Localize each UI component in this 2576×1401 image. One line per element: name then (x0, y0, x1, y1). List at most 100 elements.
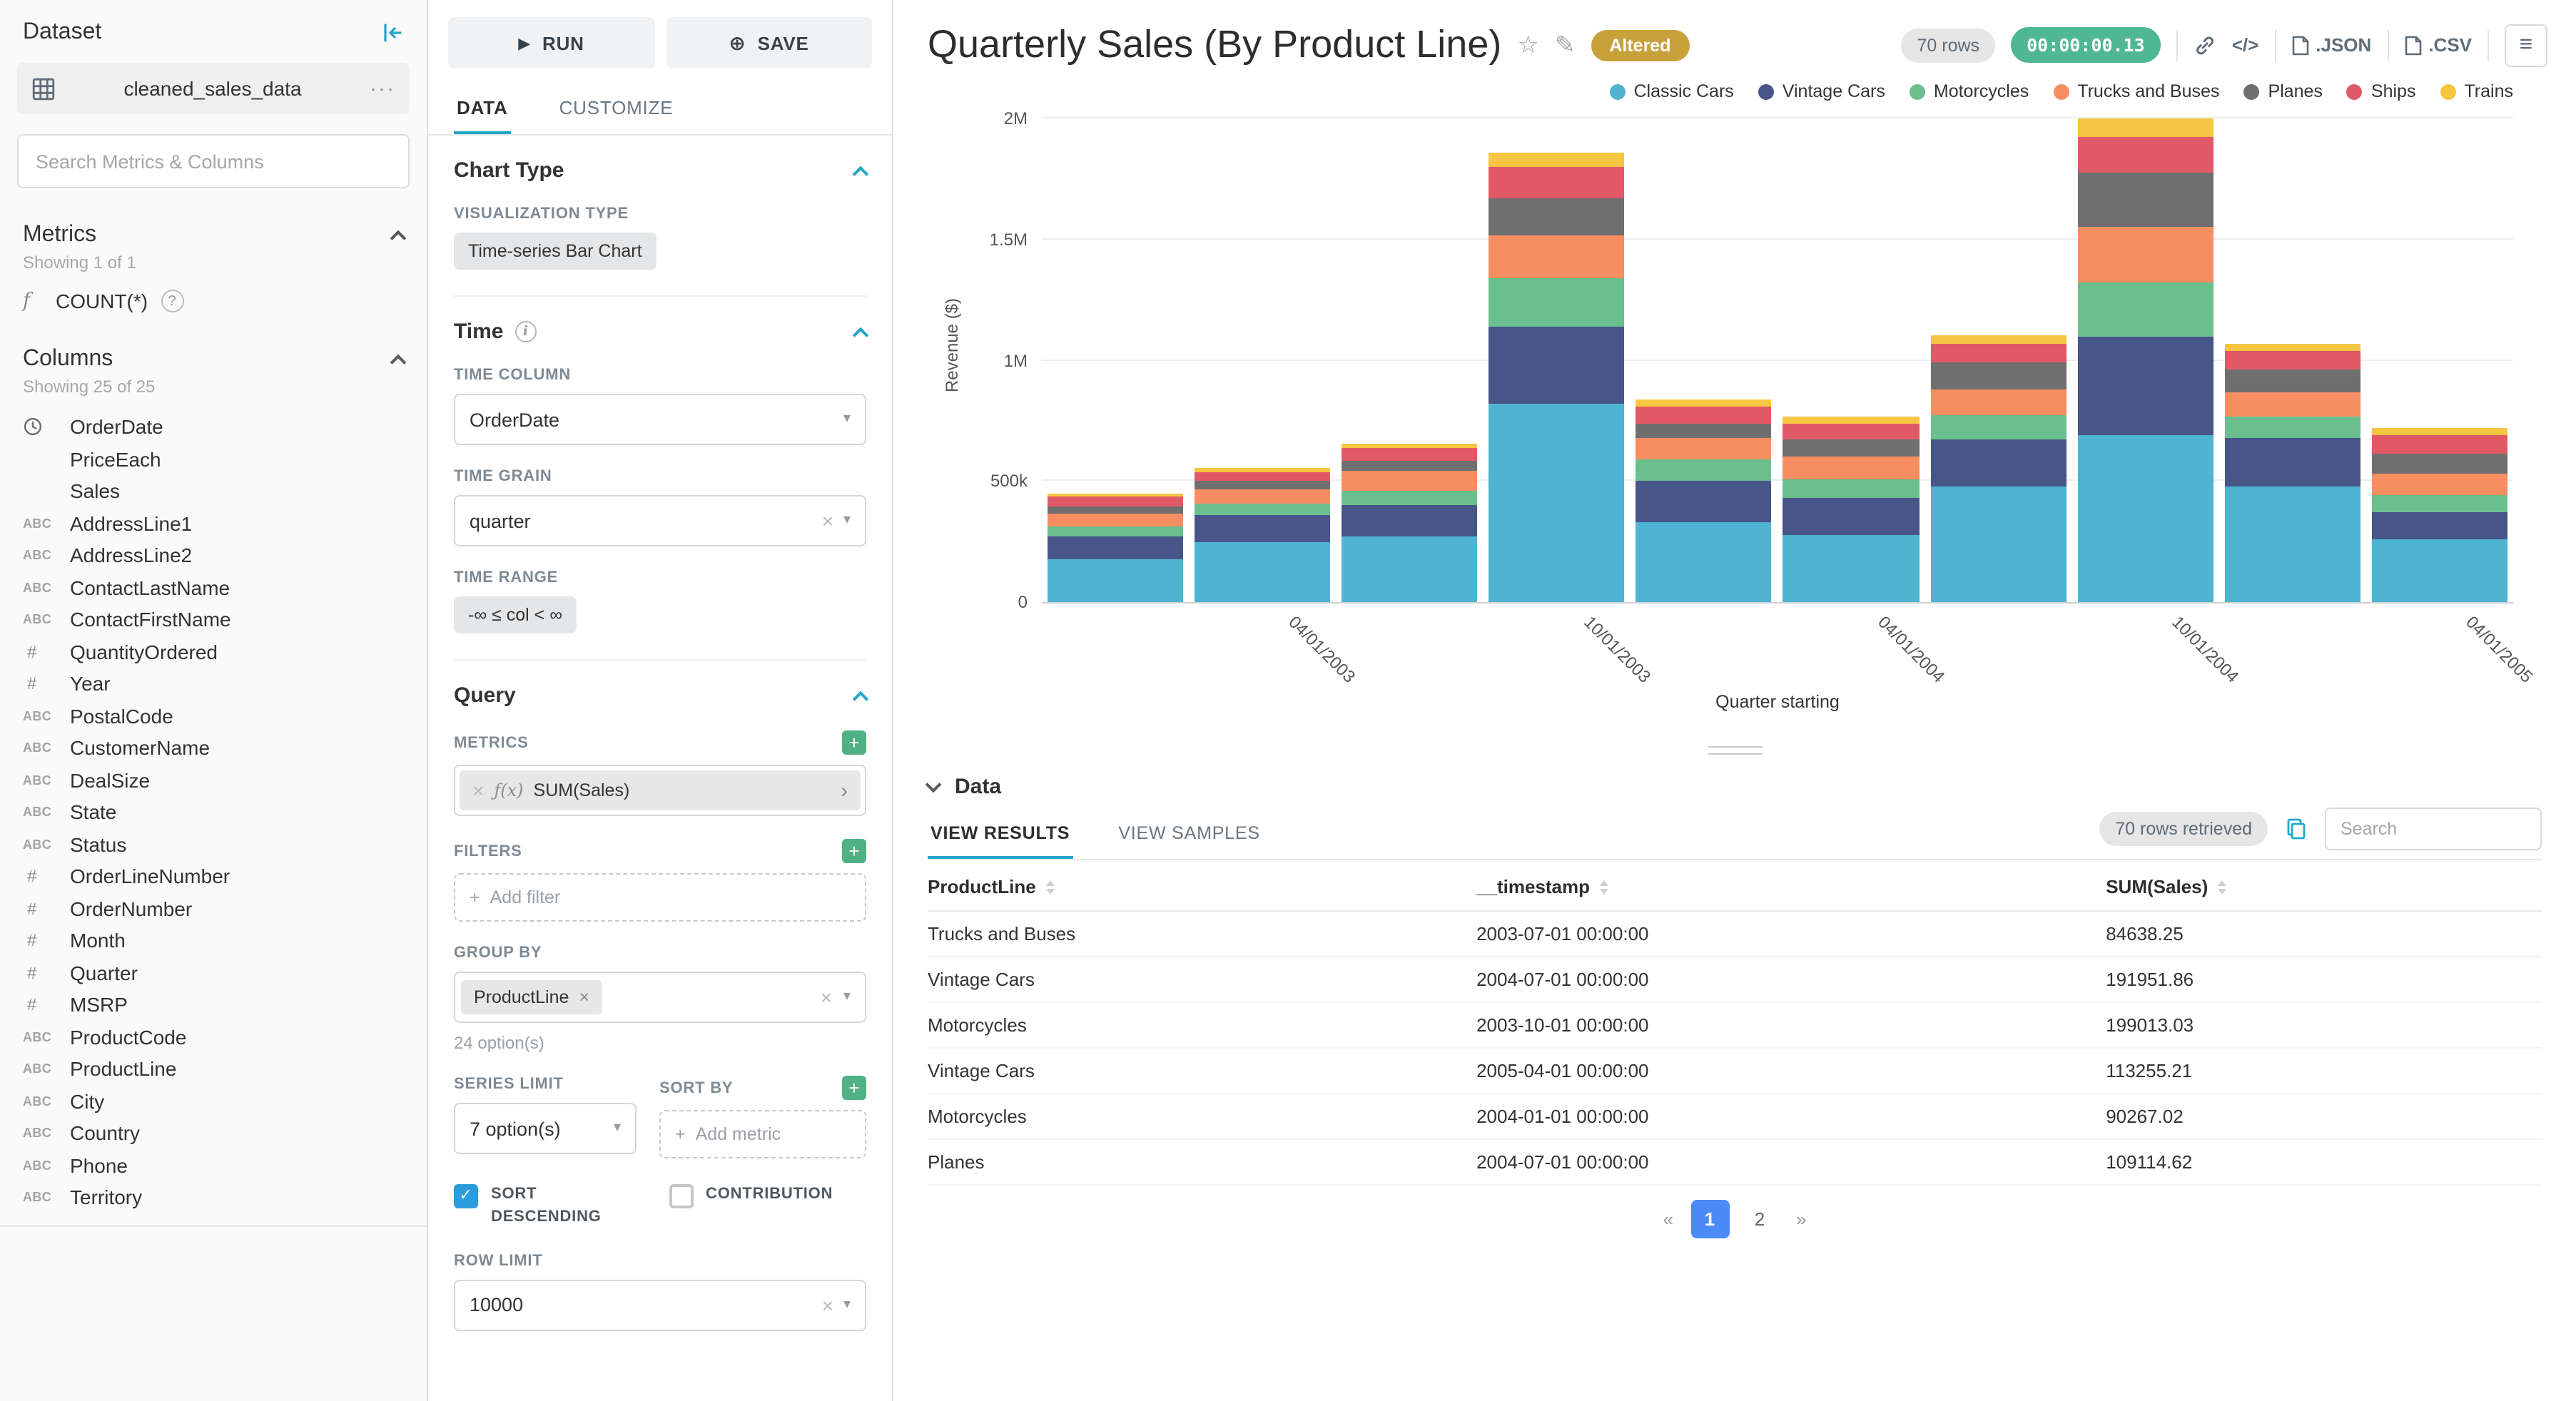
stacked-bar[interactable] (1048, 493, 1184, 602)
column-item[interactable]: ABC Territory (23, 1181, 404, 1213)
time-section-header[interactable]: Time i (454, 320, 869, 344)
legend-item[interactable]: Vintage Cars (1758, 81, 1885, 101)
add-sort-metric-button[interactable]: + (842, 1076, 866, 1100)
column-item[interactable]: ABC ContactLastName (23, 571, 404, 603)
column-item[interactable]: ABC DealSize (23, 764, 404, 796)
column-item[interactable]: ABC AddressLine1 (23, 507, 404, 539)
pagination-prev[interactable]: « (1663, 1208, 1673, 1230)
viz-type-value[interactable]: Time-series Bar Chart (454, 233, 656, 270)
columns-section-header[interactable]: Columns (23, 347, 407, 372)
column-item[interactable]: PriceEach (23, 443, 404, 475)
clear-icon[interactable]: × (821, 509, 833, 532)
stacked-bar[interactable] (2224, 343, 2361, 602)
column-item[interactable]: ABC Country (23, 1117, 404, 1149)
metric-pill[interactable]: × ƒ(x) SUM(Sales) › (460, 770, 861, 810)
pagination-next[interactable]: » (1796, 1208, 1807, 1230)
clear-icon[interactable]: × (820, 986, 832, 1009)
collapse-panel-icon[interactable] (381, 21, 404, 44)
column-item[interactable]: ABC CustomerName (23, 732, 404, 764)
column-item[interactable]: ABC ContactFirstName (23, 603, 404, 636)
time-range-value[interactable]: -∞ ≤ col < ∞ (454, 596, 577, 633)
altered-badge[interactable]: Altered (1591, 29, 1690, 61)
series-limit-select[interactable]: 7 option(s) ▾ (454, 1103, 637, 1154)
add-filter-dropzone[interactable]: + Add filter (454, 873, 866, 922)
column-item[interactable]: # Year (23, 668, 404, 700)
star-icon[interactable]: ☆ (1517, 31, 1539, 58)
results-search-input[interactable] (2325, 808, 2542, 850)
column-item[interactable]: ABC AddressLine2 (23, 539, 404, 571)
column-item[interactable]: ABC City (23, 1085, 404, 1117)
column-item[interactable]: ABC State (23, 796, 404, 828)
column-item[interactable]: # MSRP (23, 989, 404, 1021)
stacked-bar[interactable] (1342, 444, 1478, 602)
group-by-tag[interactable]: ProductLine × (461, 980, 603, 1014)
run-button[interactable]: ▶ RUN (448, 17, 654, 68)
tab-customize[interactable]: CUSTOMIZE (559, 97, 674, 118)
group-by-select[interactable]: ProductLine × × ▾ (454, 972, 866, 1023)
stacked-bar[interactable] (2077, 118, 2214, 602)
export-json-button[interactable]: .JSON (2291, 34, 2371, 56)
stacked-bar[interactable] (1636, 399, 1772, 602)
remove-tag-icon[interactable]: × (579, 987, 590, 1007)
column-item[interactable]: # Month (23, 924, 404, 957)
column-item[interactable]: # OrderLineNumber (23, 860, 404, 892)
dataset-selector[interactable]: cleaned_sales_data ··· (17, 63, 410, 114)
query-section-header[interactable]: Query (454, 683, 869, 708)
stacked-bar[interactable] (1489, 152, 1625, 602)
chart-type-header[interactable]: Chart Type (454, 158, 869, 183)
stacked-bar[interactable] (1930, 335, 2067, 602)
contribution-checkbox[interactable]: CONTRIBUTION (669, 1184, 866, 1230)
dataset-more-icon[interactable]: ··· (370, 76, 395, 101)
column-item[interactable]: Sales (23, 475, 404, 507)
copy-link-icon[interactable] (2194, 34, 2216, 56)
add-filter-button[interactable]: + (842, 839, 866, 863)
stacked-bar[interactable] (1783, 417, 1920, 602)
legend-item[interactable]: Classic Cars (1609, 81, 1734, 101)
add-sort-metric-dropzone[interactable]: + Add metric (659, 1110, 866, 1158)
clear-icon[interactable]: × (821, 1293, 833, 1317)
sort-descending-checkbox[interactable]: ✓ SORT DESCENDING (454, 1184, 651, 1230)
column-item[interactable]: ABC ProductCode (23, 1021, 404, 1053)
tab-data[interactable]: DATA (454, 83, 511, 134)
menu-icon[interactable]: ≡ (2505, 24, 2547, 66)
legend-item[interactable]: Ships (2346, 81, 2415, 101)
pagination-page[interactable]: 1 (1690, 1200, 1729, 1238)
column-item[interactable]: ABC Status (23, 828, 404, 860)
legend-item[interactable]: Planes (2243, 81, 2323, 101)
metrics-search-input[interactable] (17, 134, 410, 188)
remove-metric-icon[interactable]: × (472, 779, 485, 802)
column-item[interactable]: ABC PostalCode (23, 700, 404, 732)
copy-to-clipboard-icon[interactable] (2285, 817, 2308, 840)
column-item[interactable]: # QuantityOrdered (23, 636, 404, 668)
column-item[interactable]: ABC Phone (23, 1149, 404, 1181)
column-item[interactable]: # Quarter (23, 957, 404, 989)
export-csv-button[interactable]: .CSV (2404, 34, 2472, 56)
time-grain-select[interactable]: quarter × ▾ (454, 495, 866, 546)
edit-title-icon[interactable]: ✎ (1554, 31, 1576, 58)
tab-view-results[interactable]: VIEW RESULTS (928, 809, 1073, 859)
stacked-bar[interactable] (2371, 428, 2507, 602)
column-item[interactable]: # OrderNumber (23, 892, 404, 924)
column-header[interactable]: SUM(Sales) (2106, 876, 2542, 897)
time-column-select[interactable]: OrderDate ▾ (454, 394, 866, 445)
row-limit-select[interactable]: 10000 × ▾ (454, 1279, 866, 1331)
stacked-bar[interactable] (1195, 467, 1331, 602)
help-icon[interactable]: ? (161, 290, 184, 312)
tab-view-samples[interactable]: VIEW SAMPLES (1118, 823, 1260, 843)
data-panel-header[interactable]: Data (925, 763, 2542, 808)
save-button[interactable]: ⊕ SAVE (666, 17, 872, 68)
pagination-page[interactable]: 2 (1754, 1208, 1765, 1230)
metrics-control[interactable]: × ƒ(x) SUM(Sales) › (454, 765, 866, 816)
embed-code-icon[interactable]: </> (2231, 34, 2259, 56)
column-item[interactable]: ABC ProductLine (23, 1053, 404, 1085)
column-header[interactable]: __timestamp (1476, 876, 2106, 897)
column-item[interactable]: OrderDate (23, 411, 404, 443)
metric-item[interactable]: f COUNT(*) ? (23, 290, 404, 312)
metrics-section-header[interactable]: Metrics (23, 223, 407, 248)
legend-item[interactable]: Motorcycles (1909, 81, 2029, 101)
legend-item[interactable]: Trucks and Buses (2053, 81, 2219, 101)
legend-item[interactable]: Trains (2440, 81, 2513, 101)
panel-resize-handle[interactable] (1708, 746, 1762, 755)
column-header[interactable]: ProductLine (928, 876, 1476, 897)
add-metric-button[interactable]: + (842, 730, 866, 755)
